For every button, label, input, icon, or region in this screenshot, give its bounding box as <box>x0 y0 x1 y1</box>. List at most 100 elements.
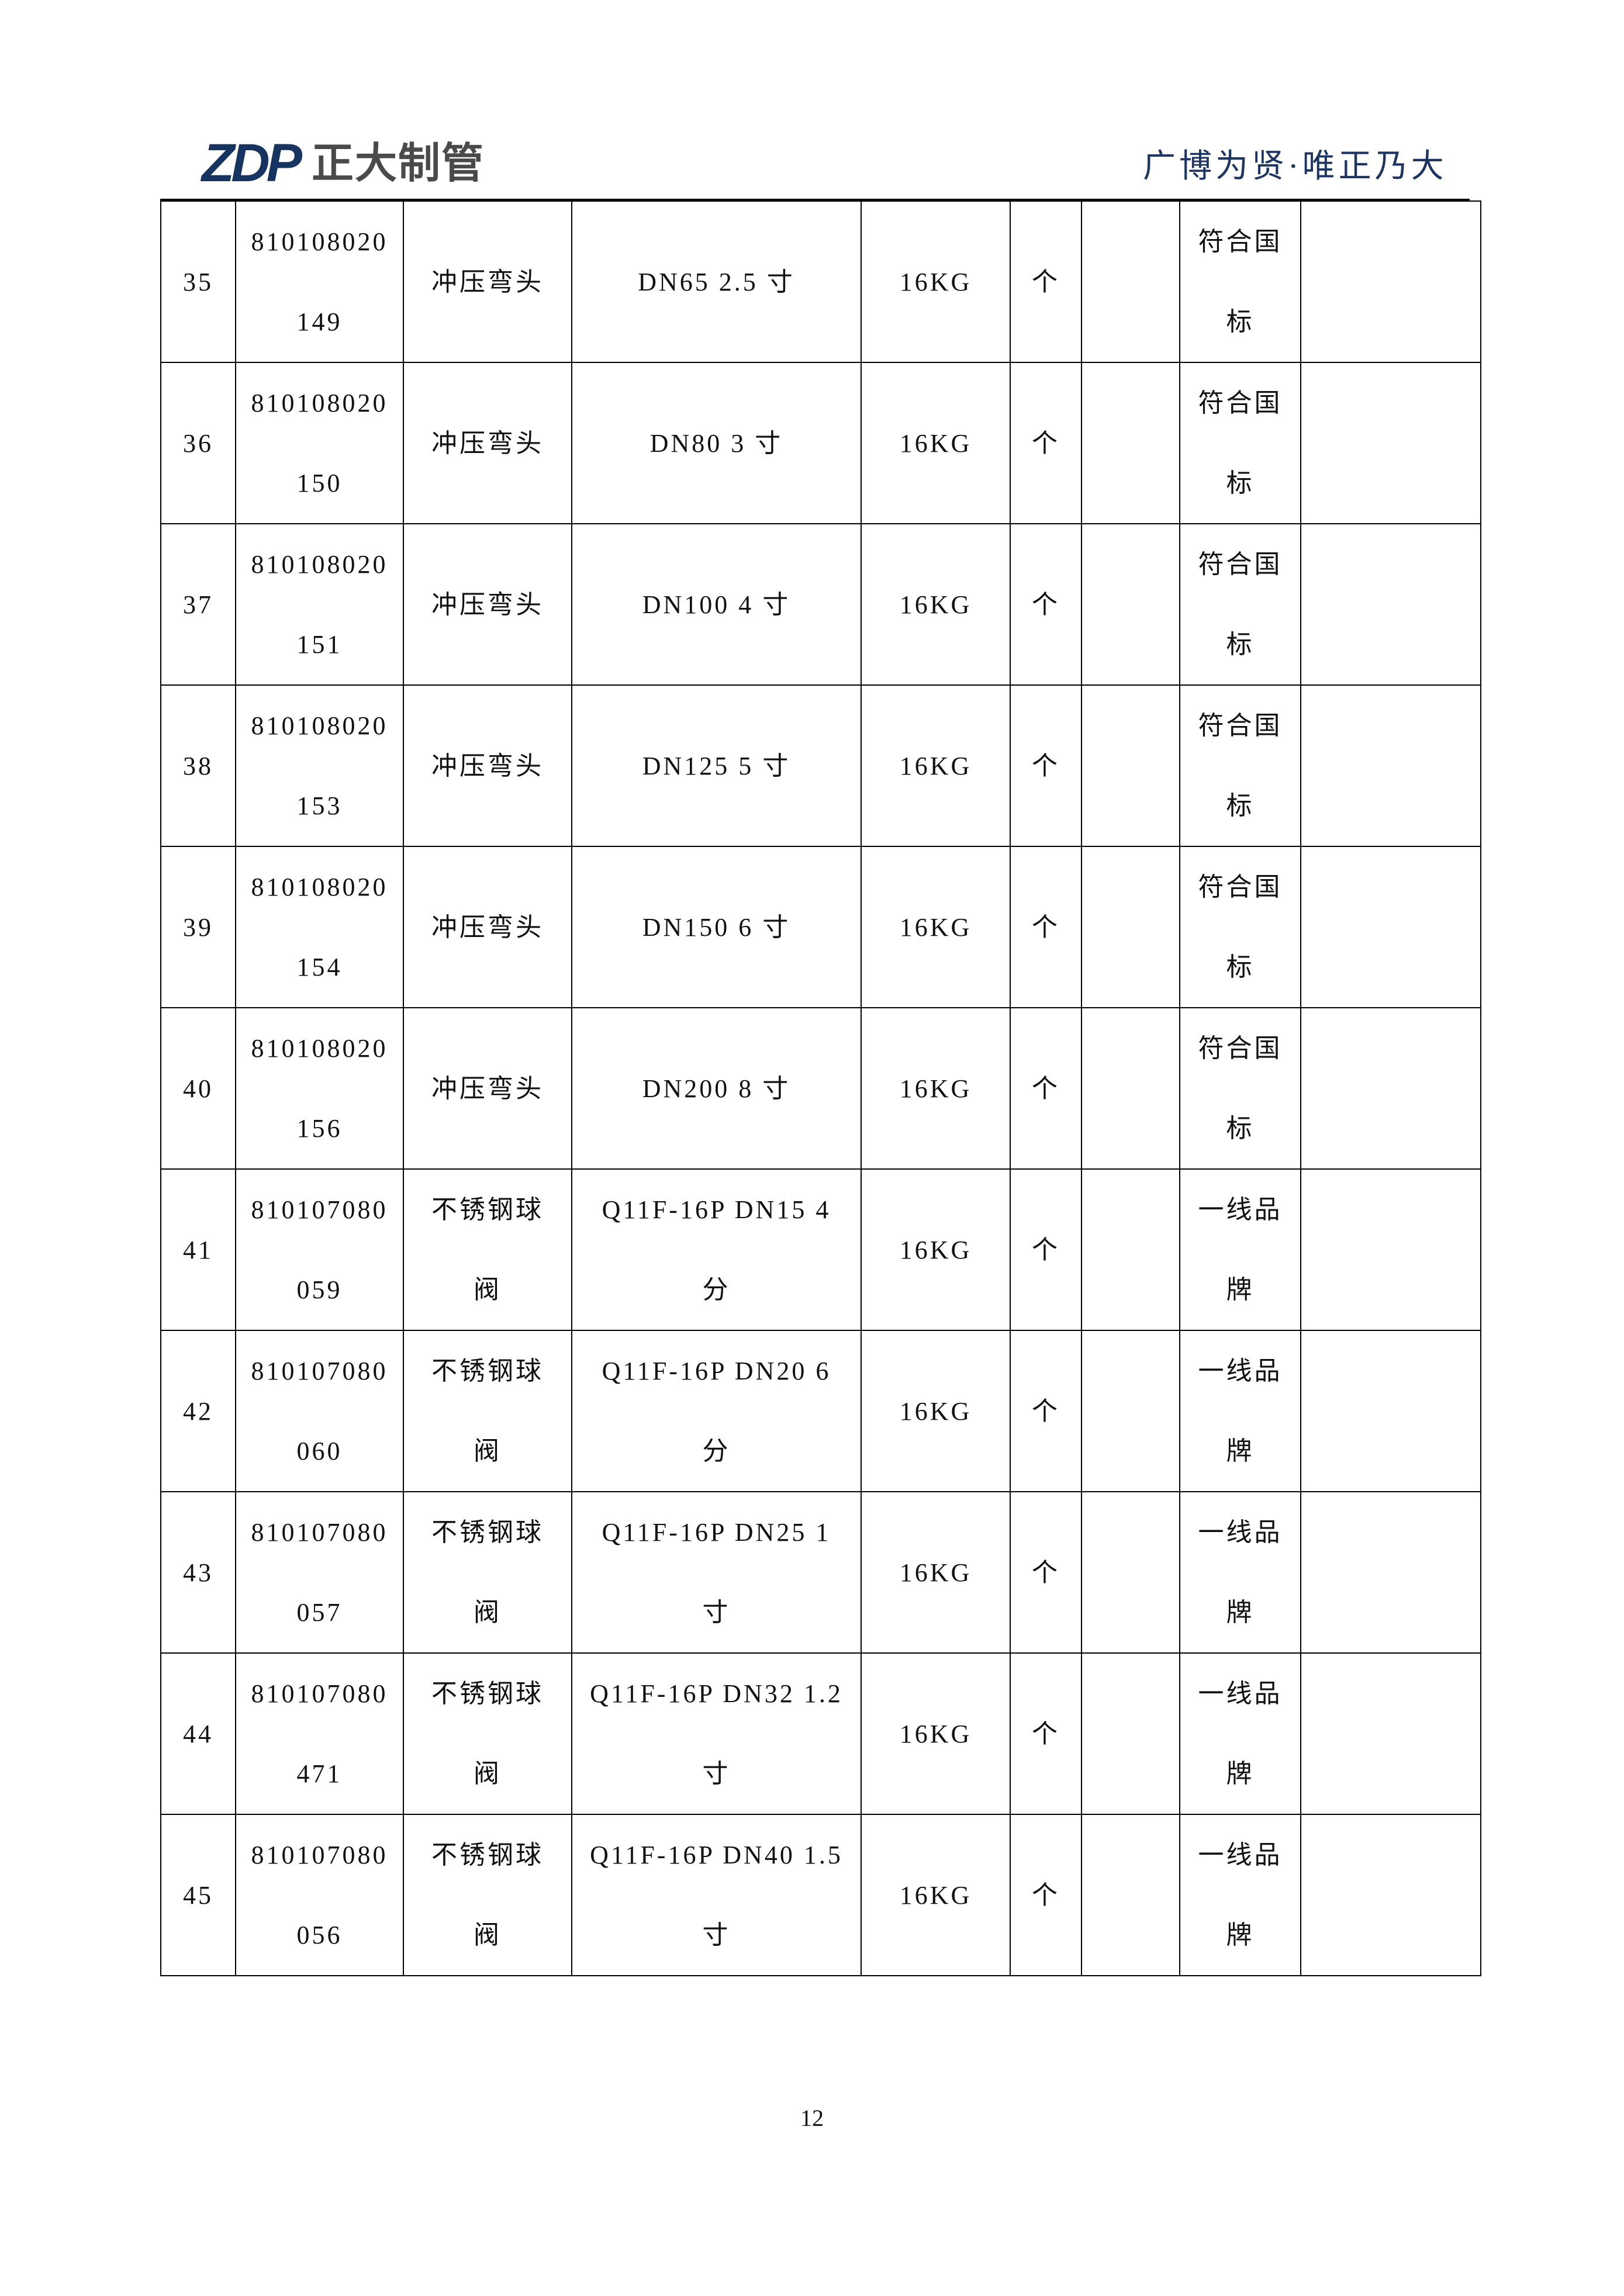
cell-remark-line: 符合国 <box>1198 711 1283 740</box>
cell-name-line: 不锈钢球 <box>431 1357 544 1385</box>
cell-extra <box>1300 1330 1481 1492</box>
cell-name-line: 冲压弯头 <box>431 590 544 619</box>
cell-name: 冲压弯头 <box>403 523 572 686</box>
cell-pressure: 16KG <box>861 200 1011 363</box>
cell-extra <box>1300 1652 1481 1815</box>
cell-spec-line: DN80 3 寸 <box>649 428 783 458</box>
cell-quantity <box>1081 1491 1180 1654</box>
cell-spec-line: Q11F-16P DN20 6 <box>602 1357 831 1385</box>
cell-name: 冲压弯头 <box>403 684 572 847</box>
cell-pressure: 16KG <box>861 684 1011 847</box>
cell-remark-line: 牌 <box>1226 1921 1255 1949</box>
cell-name-line: 不锈钢球 <box>431 1518 544 1547</box>
cell-quantity <box>1081 1168 1180 1331</box>
cell-index: 38 <box>160 684 236 847</box>
cell-code-line: 056 <box>296 1921 343 1949</box>
cell-name: 不锈钢球阀 <box>403 1652 572 1815</box>
cell-pressure: 16KG <box>861 1007 1011 1170</box>
cell-extra <box>1300 684 1481 847</box>
cell-pressure: 16KG <box>861 1330 1011 1492</box>
cell-name: 冲压弯头 <box>403 200 572 363</box>
cell-spec: DN100 4 寸 <box>571 523 862 686</box>
cell-spec: Q11F-16P DN20 6 分 <box>571 1330 862 1492</box>
cell-index: 39 <box>160 846 236 1008</box>
cell-remark-line: 标 <box>1226 307 1255 336</box>
cell-code-line: 810108020 <box>251 1034 388 1063</box>
cell-code-line: 057 <box>296 1598 343 1627</box>
cell-name-line: 阀 <box>474 1759 502 1788</box>
cell-quantity <box>1081 362 1180 524</box>
cell-spec: DN65 2.5 寸 <box>571 200 862 363</box>
cell-quantity <box>1081 1652 1180 1815</box>
logo-text: 正大制管 <box>312 139 485 188</box>
cell-extra <box>1300 1814 1481 1976</box>
header-divider <box>160 199 1470 202</box>
cell-extra <box>1300 362 1481 524</box>
cell-code-line: 810108020 <box>251 227 388 256</box>
cell-spec: DN125 5 寸 <box>571 684 862 847</box>
cell-remark-line: 符合国 <box>1198 227 1283 256</box>
cell-remark: 符合国标 <box>1179 684 1301 847</box>
cell-pressure: 16KG <box>861 523 1011 686</box>
cell-extra <box>1300 1168 1481 1331</box>
cell-spec-line: 分 <box>702 1275 731 1304</box>
table-row: 38 810108020 153 冲压弯头 DN125 5 寸 16KG 个符合国标 <box>160 684 1481 847</box>
cell-unit: 个 <box>1010 1330 1082 1492</box>
cell-pressure: 16KG <box>861 362 1011 524</box>
cell-name-line: 冲压弯头 <box>431 751 544 780</box>
cell-code-line: 810107080 <box>251 1679 388 1708</box>
cell-remark-line: 牌 <box>1226 1437 1255 1465</box>
cell-code-line: 060 <box>296 1437 343 1465</box>
product-table: 35 810108020 149 冲压弯头 DN65 2.5 寸 16KG 个符合国标 36 8… <box>160 200 1481 1976</box>
cell-pressure: 16KG <box>861 1652 1011 1815</box>
cell-unit: 个 <box>1010 1168 1082 1331</box>
cell-name-line: 不锈钢球 <box>431 1195 544 1224</box>
cell-remark: 一线品牌 <box>1179 1330 1301 1492</box>
cell-code-line: 810107080 <box>251 1357 388 1385</box>
cell-quantity <box>1081 523 1180 686</box>
company-logo: ZDP 正大制管 <box>202 136 485 190</box>
cell-code: 810108020 154 <box>235 846 404 1008</box>
header-slogan: 广博为贤·唯正乃大 <box>1143 148 1447 185</box>
cell-name: 不锈钢球阀 <box>403 1168 572 1331</box>
cell-code: 810107080 471 <box>235 1652 404 1815</box>
cell-spec-line: Q11F-16P DN32 1.2 <box>590 1679 843 1708</box>
cell-extra <box>1300 1491 1481 1654</box>
cell-code: 810107080 057 <box>235 1491 404 1654</box>
page-number: 12 <box>800 2105 824 2131</box>
cell-index: 43 <box>160 1491 236 1654</box>
cell-remark-line: 牌 <box>1226 1598 1255 1627</box>
cell-remark-line: 标 <box>1226 469 1255 497</box>
cell-spec-line: 寸 <box>702 1921 731 1949</box>
cell-unit: 个 <box>1010 846 1082 1008</box>
cell-spec: DN80 3 寸 <box>571 362 862 524</box>
table-row: 40 810108020 156 冲压弯头 DN200 8 寸 16KG 个符合国标 <box>160 1007 1481 1170</box>
cell-remark: 符合国标 <box>1179 362 1301 524</box>
cell-code: 810107080 059 <box>235 1168 404 1331</box>
cell-remark-line: 一线品 <box>1198 1357 1283 1385</box>
cell-unit: 个 <box>1010 684 1082 847</box>
cell-name: 不锈钢球阀 <box>403 1491 572 1654</box>
cell-code-line: 810107080 <box>251 1195 388 1224</box>
cell-index: 37 <box>160 523 236 686</box>
cell-quantity <box>1081 1007 1180 1170</box>
table-row: 42 810107080 060 不锈钢球阀 Q11F-16P DN20 6 分 16KG 个… <box>160 1330 1481 1492</box>
cell-spec: Q11F-16P DN40 1.5 寸 <box>571 1814 862 1976</box>
cell-pressure: 16KG <box>861 1491 1011 1654</box>
table-row: 35 810108020 149 冲压弯头 DN65 2.5 寸 16KG 个符合国标 <box>160 200 1481 363</box>
cell-index: 44 <box>160 1652 236 1815</box>
cell-name-line: 冲压弯头 <box>431 1074 544 1103</box>
cell-remark-line: 符合国 <box>1198 550 1283 579</box>
cell-code-line: 810108020 <box>251 711 388 740</box>
cell-remark-line: 一线品 <box>1198 1518 1283 1547</box>
cell-code-line: 151 <box>296 630 343 659</box>
cell-code-line: 153 <box>296 791 343 820</box>
cell-name-line: 冲压弯头 <box>431 428 544 458</box>
cell-spec-line: DN65 2.5 寸 <box>638 267 795 296</box>
cell-name: 不锈钢球阀 <box>403 1814 572 1976</box>
cell-pressure: 16KG <box>861 1168 1011 1331</box>
cell-index: 36 <box>160 362 236 524</box>
cell-remark-line: 牌 <box>1226 1275 1255 1304</box>
cell-pressure: 16KG <box>861 1814 1011 1976</box>
table-body: 35 810108020 149 冲压弯头 DN65 2.5 寸 16KG 个符合国标 36 8… <box>160 200 1481 1976</box>
